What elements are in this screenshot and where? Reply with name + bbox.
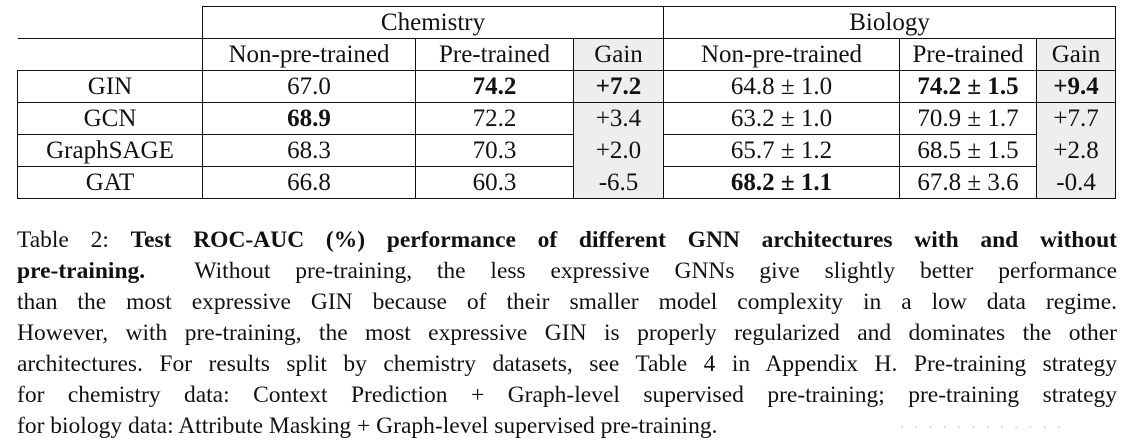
- caption-title-part2: pre-training.: [17, 258, 146, 284]
- cell-chem-pt: 70.3: [415, 134, 574, 167]
- col-header-bio-non-pretrained: Non-pre-trained: [663, 38, 901, 71]
- col-header-chem-non-pretrained: Non-pre-trained: [202, 38, 416, 71]
- cell-chem-gain: +7.2: [572, 70, 665, 103]
- cell-chem-np: 67.0: [202, 70, 416, 103]
- cell-chem-pt: 60.3: [415, 166, 574, 199]
- col-header-chem-pretrained: Pre-trained: [415, 38, 574, 71]
- corner-cell: [17, 6, 203, 39]
- col-header-bio-gain: Gain: [1036, 38, 1117, 71]
- corner-cell: [17, 38, 203, 71]
- caption-line-7: for biology data: Attribute Masking + Gr…: [17, 413, 718, 439]
- cell-bio-np: 63.2 ± 1.0: [663, 102, 901, 135]
- row-label: GAT: [17, 166, 203, 199]
- cell-bio-pt: 67.8 ± 3.6: [899, 166, 1038, 199]
- cell-chem-np: 66.8: [202, 166, 416, 199]
- cell-bio-pt: 74.2 ± 1.5: [899, 70, 1038, 103]
- caption-line-4: However, with pre-training, the most exp…: [17, 320, 1117, 346]
- table-row: GAT 66.8 60.3 -6.5 68.2 ± 1.1 67.8 ± 3.6…: [17, 166, 1117, 199]
- cell-chem-gain: +3.4: [572, 102, 665, 135]
- caption-label: Table 2:: [17, 227, 109, 253]
- cell-bio-np: 65.7 ± 1.2: [663, 134, 901, 167]
- watermark: . . . . . . . . . . . .: [900, 417, 1065, 432]
- col-header-bio-pretrained: Pre-trained: [899, 38, 1038, 71]
- caption-title-part1: Test ROC-AUC (%) performance of differen…: [130, 227, 1118, 253]
- caption-line-3: than the most expressive GIN because of …: [17, 289, 1117, 315]
- row-label: GCN: [17, 102, 203, 135]
- cell-chem-pt: 74.2: [415, 70, 574, 103]
- group-header-biology: Biology: [663, 6, 1117, 39]
- caption-line2-rest: Without pre-training, the less expressiv…: [194, 258, 1118, 284]
- table-row: GCN 68.9 72.2 +3.4 63.2 ± 1.0 70.9 ± 1.7…: [17, 102, 1117, 135]
- col-header-chem-gain: Gain: [572, 38, 665, 71]
- cell-bio-gain: +7.7: [1036, 102, 1117, 135]
- table-row: GraphSAGE 68.3 70.3 +2.0 65.7 ± 1.2 68.5…: [17, 134, 1117, 167]
- caption-line-5: architectures. For results split by chem…: [17, 351, 1117, 377]
- table-row: GIN 67.0 74.2 +7.2 64.8 ± 1.0 74.2 ± 1.5…: [17, 70, 1117, 103]
- caption-line-2: pre-training. Without pre-training, the …: [17, 256, 1117, 287]
- group-header-chemistry: Chemistry: [201, 6, 665, 39]
- cell-chem-gain: -6.5: [572, 166, 665, 199]
- cell-bio-gain: -0.4: [1036, 166, 1117, 199]
- cell-bio-pt: 68.5 ± 1.5: [899, 134, 1038, 167]
- group-header-row: Chemistry Biology: [17, 6, 1117, 39]
- row-label: GIN: [17, 70, 203, 103]
- table-caption: Table 2: Test ROC-AUC (%) performance of…: [17, 225, 1117, 442]
- cell-bio-np: 64.8 ± 1.0: [663, 70, 901, 103]
- column-header-row: Non-pre-trained Pre-trained Gain Non-pre…: [17, 38, 1117, 71]
- cell-bio-np: 68.2 ± 1.1: [663, 166, 901, 199]
- results-table: Chemistry Biology Non-pre-trained Pre-tr…: [17, 6, 1117, 199]
- cell-chem-gain: +2.0: [572, 134, 665, 167]
- cell-chem-np: 68.9: [202, 102, 416, 135]
- cell-chem-pt: 72.2: [415, 102, 574, 135]
- cell-bio-pt: 70.9 ± 1.7: [899, 102, 1038, 135]
- caption-line-6: for chemistry data: Context Prediction +…: [17, 382, 1117, 408]
- caption-line-1: Table 2: Test ROC-AUC (%) performance of…: [17, 225, 1117, 256]
- cell-chem-np: 68.3: [202, 134, 416, 167]
- cell-bio-gain: +2.8: [1036, 134, 1117, 167]
- row-label: GraphSAGE: [17, 134, 203, 167]
- cell-bio-gain: +9.4: [1036, 70, 1117, 103]
